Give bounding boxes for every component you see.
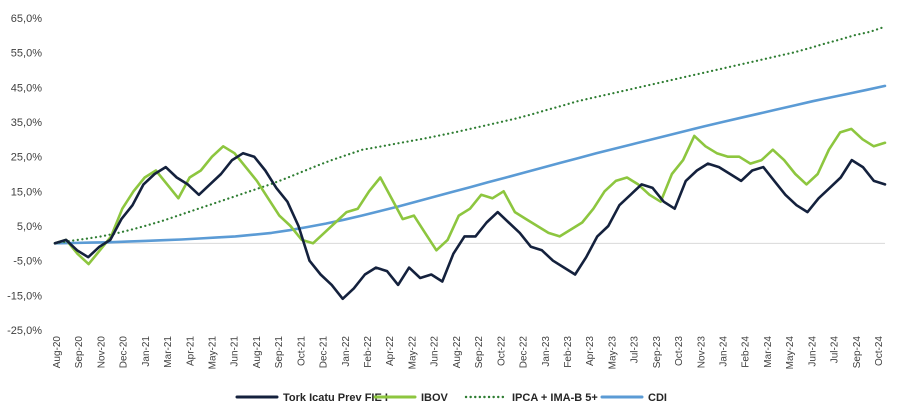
- x-tick-label: Sep-20: [74, 336, 85, 369]
- series-line-tork-icatu-prev-fie-i: [53, 151, 887, 301]
- x-tick-label: Jan-22: [341, 336, 352, 367]
- series-line-ibov: [53, 127, 887, 266]
- legend-label: IBOV: [421, 392, 449, 404]
- x-tick-label: Jul-23: [630, 336, 641, 364]
- x-tick-label: Sep-21: [274, 336, 285, 369]
- x-tick-label: Jun-22: [430, 336, 441, 367]
- x-tick-label: Feb-23: [563, 336, 574, 368]
- x-tick-label: Apr-21: [185, 336, 196, 366]
- x-tick-label: Jun-24: [807, 336, 818, 367]
- x-tick-label: Aug-20: [52, 336, 63, 369]
- x-tick-label: Jan-23: [541, 336, 552, 367]
- y-tick-label: 65,0%: [11, 13, 42, 25]
- x-tick-label: May-21: [208, 336, 219, 370]
- x-tick-label: Dec-21: [319, 336, 330, 369]
- x-tick-label: May-24: [785, 336, 796, 370]
- x-tick-label: Jan-21: [141, 336, 152, 367]
- x-tick-label: Oct-21: [296, 336, 307, 366]
- x-tick-label: May-22: [407, 336, 418, 370]
- x-tick-label: Apr-22: [385, 336, 396, 366]
- x-tick-label: Feb-22: [363, 336, 374, 368]
- x-tick-label: Jan-24: [718, 336, 729, 367]
- y-tick-label: -5,0%: [13, 256, 42, 268]
- x-tick-label: Mar-21: [163, 336, 174, 368]
- x-tick-label: Mar-24: [763, 336, 774, 368]
- x-tick-label: Aug-22: [452, 336, 463, 369]
- x-tick-label: Oct-24: [874, 336, 885, 366]
- series-line-cdi: [53, 84, 887, 245]
- legend-label: Tork Icatu Prev FIE I: [283, 392, 388, 404]
- y-tick-label: 15,0%: [11, 186, 42, 198]
- x-tick-label: Jun-21: [230, 336, 241, 367]
- y-tick-label: 55,0%: [11, 48, 42, 60]
- x-tick-label: Feb-24: [741, 336, 752, 368]
- legend-label: IPCA + IMA-B 5+: [512, 392, 598, 404]
- y-tick-label: 35,0%: [11, 117, 42, 129]
- y-tick-label: 5,0%: [17, 221, 42, 233]
- x-tick-label: Oct-23: [674, 336, 685, 366]
- x-tick-label: Dec-22: [519, 336, 530, 369]
- series-line-ipca-ima-b-5: [53, 25, 887, 245]
- y-tick-label: -25,0%: [7, 325, 42, 337]
- y-tick-label: 25,0%: [11, 152, 42, 164]
- x-tick-label: Aug-21: [252, 336, 263, 369]
- x-tick-label: Apr-23: [585, 336, 596, 366]
- x-tick-label: Sep-23: [652, 336, 663, 369]
- x-tick-label: Nov-23: [696, 336, 707, 369]
- x-tick-label: Oct-22: [496, 336, 507, 366]
- legend-label: CDI: [648, 392, 667, 404]
- x-tick-label: Nov-20: [96, 336, 107, 369]
- x-tick-label: Sep-22: [474, 336, 485, 369]
- x-tick-label: Dec-20: [119, 336, 130, 369]
- y-tick-label: 45,0%: [11, 82, 42, 94]
- x-tick-label: May-23: [607, 336, 618, 370]
- y-tick-label: -15,0%: [7, 290, 42, 302]
- x-tick-label: Jul-24: [830, 336, 841, 364]
- x-tick-label: Sep-24: [852, 336, 863, 369]
